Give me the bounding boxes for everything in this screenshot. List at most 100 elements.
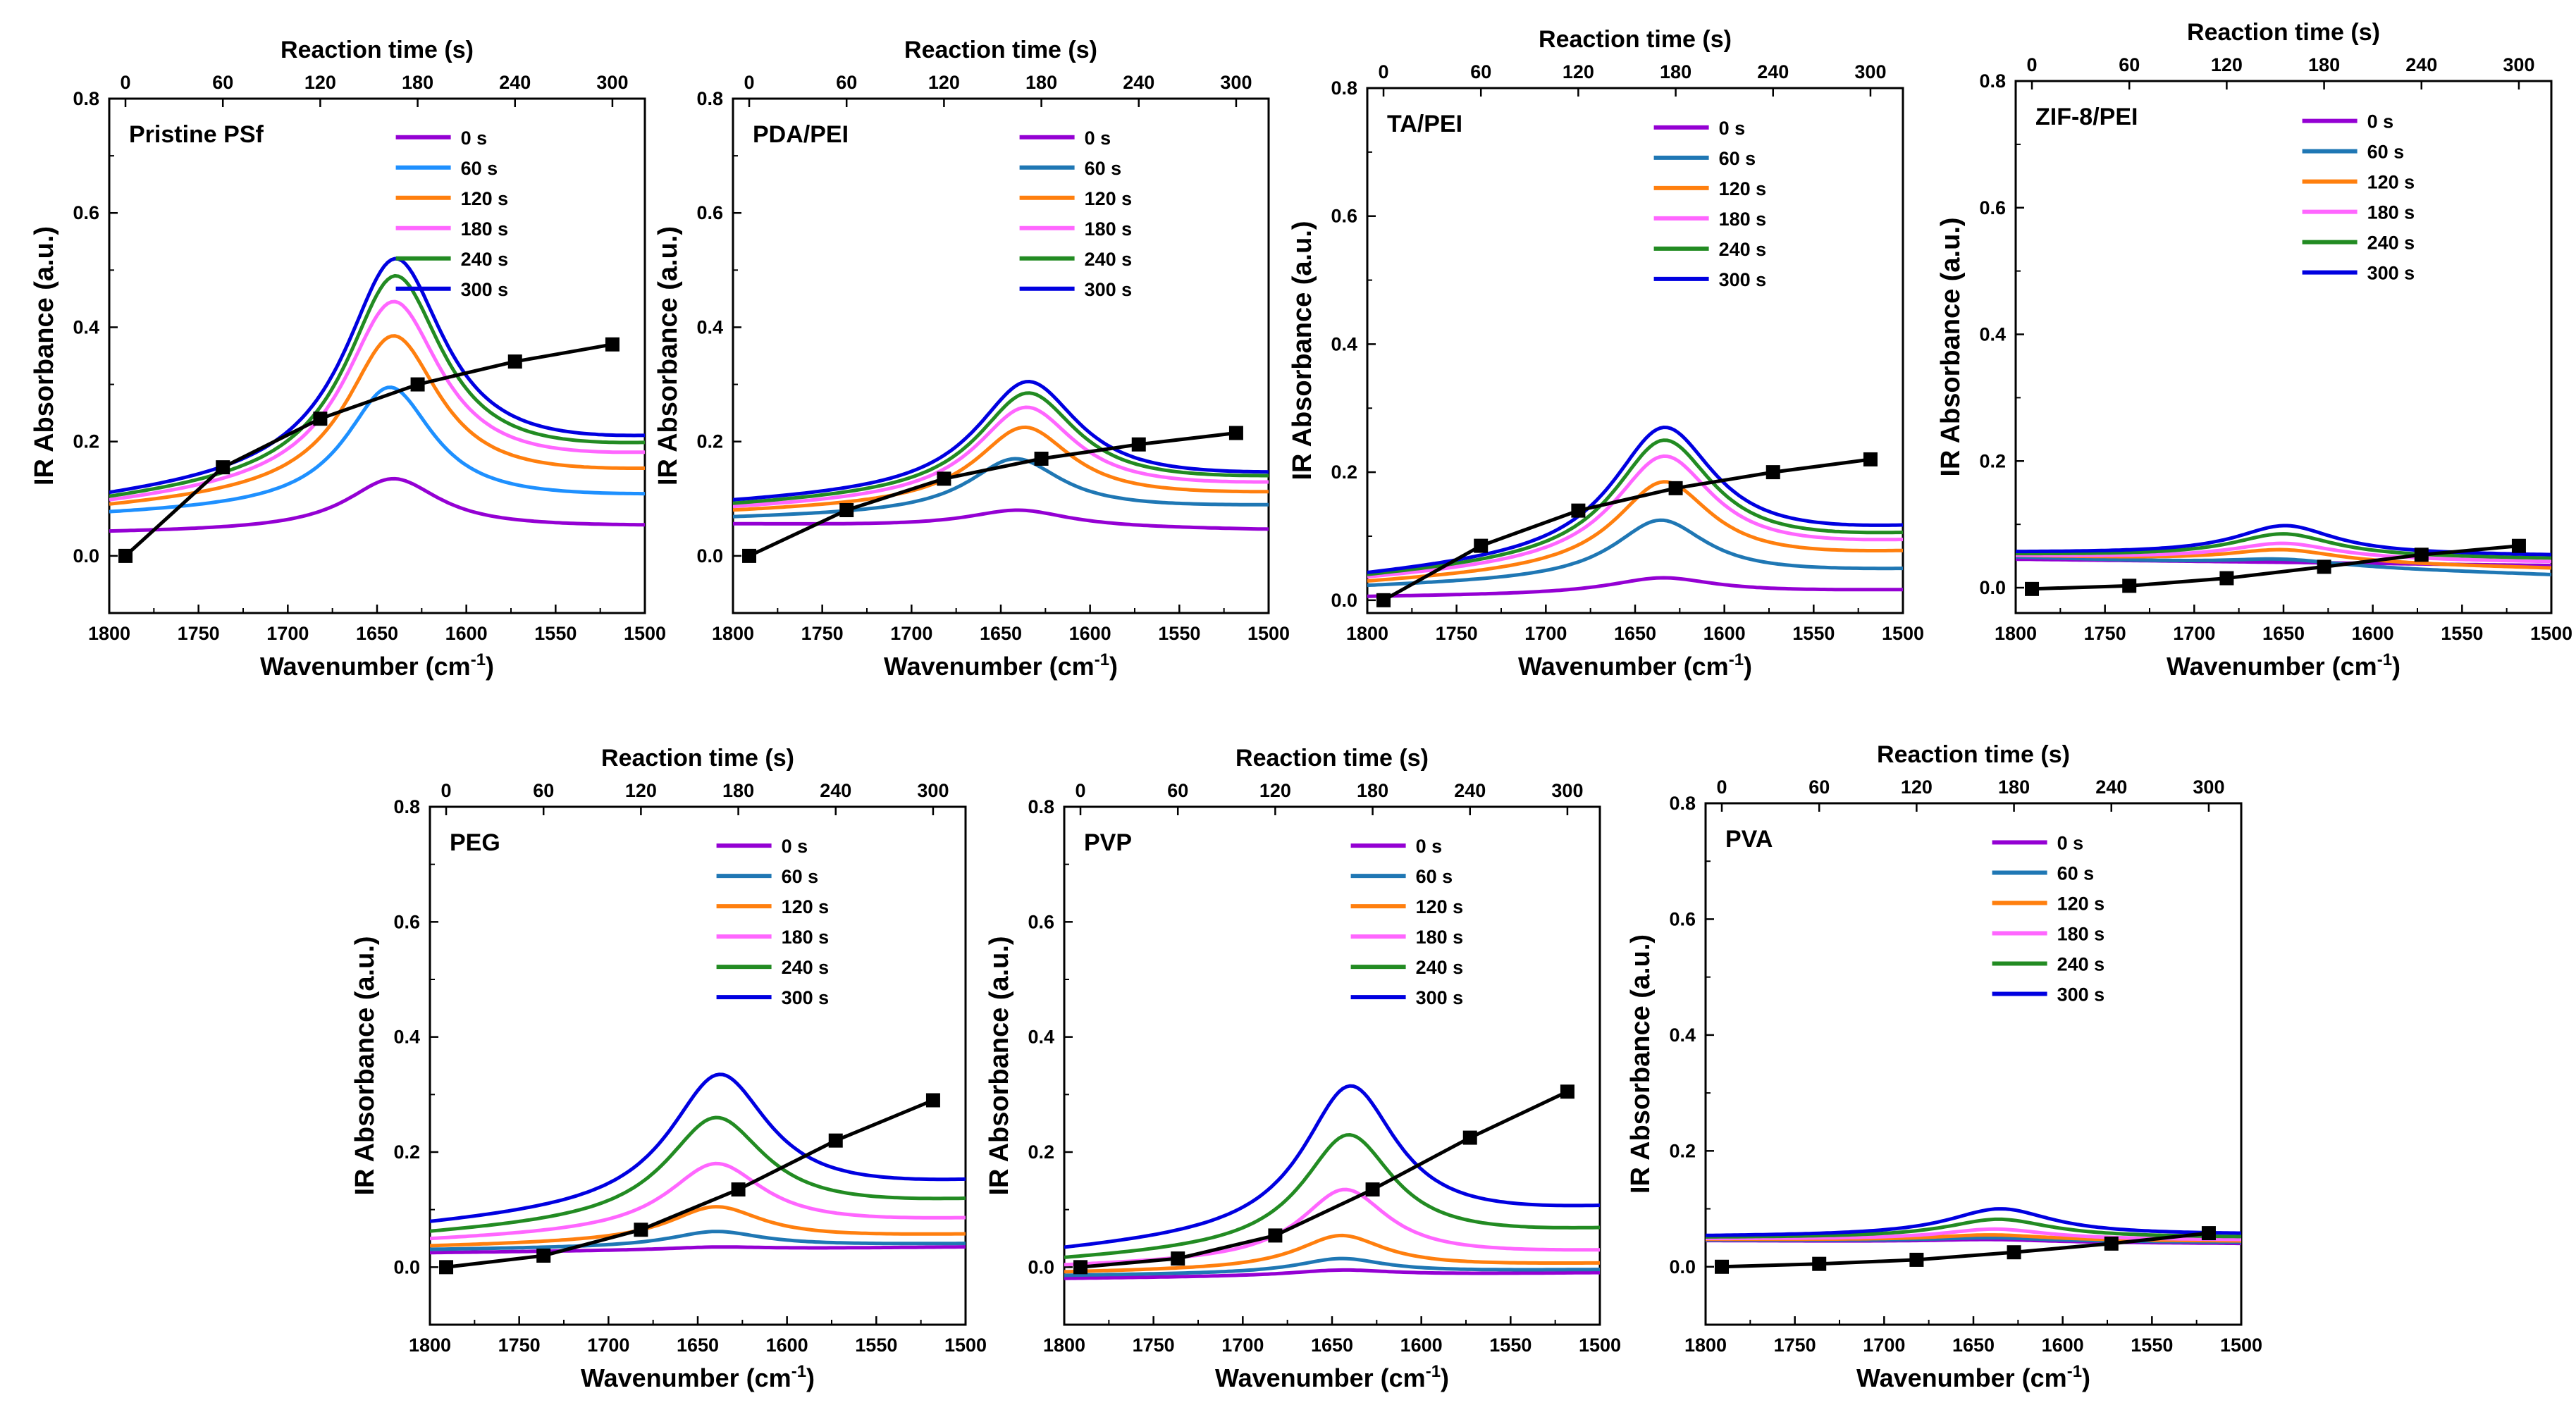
x-tick-label: 1650 [1952, 1335, 1995, 1356]
x-tick-label: 1700 [2173, 623, 2215, 644]
panel-pvp: 1800 1750 1700 1650 1600 1550 15000.00.20.40.6… [985, 745, 1621, 1392]
y-tick-label: 0.8 [696, 88, 723, 109]
y-tick-label: 0.8 [393, 796, 420, 817]
x2-tick-label: 0 [744, 72, 755, 93]
x2-tick-label: 120 [1563, 61, 1594, 82]
x2-tick-label: 180 [722, 780, 754, 801]
series-line-240s [109, 273, 645, 498]
x2-tick-label: 60 [2119, 54, 2140, 75]
panel-pristine-psf: 1800 1750 1700 1650 1600 1550 15000.00.20.40.6… [30, 37, 666, 681]
y-tick-label: 0.2 [1669, 1140, 1696, 1161]
y-tick-label: 0.4 [1979, 324, 2006, 345]
x-tick-label: 1600 [1400, 1335, 1443, 1356]
x-tick-label: 1800 [409, 1335, 451, 1356]
x-tick-label: 1600 [2042, 1335, 2084, 1356]
x-tick-label: 1750 [1774, 1335, 1816, 1356]
plot-frame [1063, 805, 1601, 1326]
x-tick-label: 1550 [1489, 1335, 1532, 1356]
x-tick-label: 1700 [1863, 1335, 1905, 1356]
x-tick-label: 1500 [1579, 1335, 1621, 1356]
legend-label: 60 s [782, 866, 819, 887]
x-axis-title: Wavenumber (cm-1) [1856, 1362, 2090, 1392]
reaction-marker [1131, 437, 1146, 452]
y-tick-label: 0.6 [393, 911, 420, 932]
reaction-trend-line [1080, 1090, 1568, 1269]
legend-label: 240 s [1719, 239, 1767, 260]
x-tick-label: 1500 [2530, 623, 2572, 644]
series-line-300s [1064, 1084, 1600, 1249]
plot-frame [108, 97, 646, 614]
reaction-trend-line [1721, 1231, 2210, 1269]
x2-tick-label: 0 [1717, 776, 1727, 798]
x2-tick-label: 60 [836, 72, 857, 93]
panel-peg: 1800 1750 1700 1650 1600 1550 15000.00.20.40.6… [350, 745, 987, 1392]
y-tick-label: 0.2 [1028, 1141, 1054, 1163]
x-axis-title-text: Wavenumber (cm [1215, 1363, 1426, 1392]
series-line-120s [1367, 480, 1903, 583]
x2-tick-label: 120 [928, 72, 960, 93]
y-tick-label: 0.6 [1669, 908, 1696, 929]
reaction-marker [507, 354, 522, 369]
x-tick-label: 1550 [2131, 1335, 2173, 1356]
reaction-trend-line [2031, 544, 2520, 591]
legend-label: 60 s [1416, 866, 1453, 887]
panel-label: TA/PEI [1387, 111, 1462, 137]
y-tick-label: 0.0 [1669, 1256, 1696, 1277]
legend-label: 240 s [461, 249, 509, 270]
reaction-marker [1073, 1260, 1088, 1275]
series-line-240s [1064, 1132, 1600, 1259]
legend-label: 0 s [2367, 111, 2394, 132]
x-tick-label: 1650 [1311, 1335, 1353, 1356]
series-line-240s [1367, 438, 1903, 576]
reaction-marker [1365, 1182, 1380, 1197]
x-axis-title-close: ) [2392, 652, 2401, 681]
x2-tick-label: 120 [1259, 780, 1291, 801]
legend-label: 300 s [2367, 263, 2415, 284]
x2-tick-label: 240 [2095, 776, 2127, 798]
x-tick-label: 1500 [944, 1335, 987, 1356]
x-tick-label: 1600 [1703, 623, 1746, 644]
series-line-180s [2016, 541, 2551, 564]
x-tick-label: 1600 [445, 623, 488, 644]
reaction-marker [1228, 426, 1243, 440]
reaction-marker [1668, 481, 1683, 495]
reaction-marker [2104, 1236, 2119, 1251]
series-line-120s [733, 425, 1269, 512]
reaction-marker [2201, 1226, 2216, 1241]
x2-axis-title: Reaction time (s) [2187, 19, 2380, 46]
x-tick-label: 1700 [1524, 623, 1567, 644]
x2-tick-label: 120 [625, 780, 657, 801]
y-tick-label: 0.0 [1028, 1256, 1054, 1277]
reaction-marker [1462, 1130, 1477, 1145]
x-axis-title-close: ) [1441, 1363, 1449, 1392]
legend-label: 180 s [1719, 209, 1767, 230]
reaction-marker [937, 471, 951, 486]
y-tick-label: 0.2 [393, 1141, 420, 1163]
x2-tick-label: 0 [441, 780, 452, 801]
y-axis-title: IR Absorbance (a.u.) [1626, 934, 1656, 1194]
y-axis-title: IR Absorbance (a.u.) [1288, 221, 1317, 480]
x-tick-label: 1650 [2262, 623, 2305, 644]
legend-label: 180 s [1085, 218, 1133, 240]
x2-axis-title: Reaction time (s) [281, 37, 474, 63]
legend-label: 0 s [1085, 128, 1111, 149]
y-tick-label: 0.4 [73, 316, 99, 338]
x2-tick-label: 240 [820, 780, 851, 801]
legend-label: 120 s [1416, 896, 1464, 917]
legend-label: 60 s [1085, 158, 1122, 179]
series-line-180s [733, 405, 1269, 509]
x2-tick-label: 300 [2193, 776, 2224, 798]
x2-tick-label: 180 [1660, 61, 1691, 82]
x2-tick-label: 300 [1551, 780, 1583, 801]
y-axis-title: IR Absorbance (a.u.) [1936, 217, 1966, 476]
x2-axis-title: Reaction time (s) [1235, 745, 1429, 772]
x-tick-label: 1550 [1158, 623, 1200, 644]
x-tick-label: 1700 [1221, 1335, 1264, 1356]
y-tick-label: 0.4 [1669, 1025, 1696, 1046]
series-line-60s [733, 457, 1269, 519]
legend-label: 300 s [1085, 279, 1133, 300]
x2-tick-label: 180 [1357, 780, 1388, 801]
panel-label: PVA [1725, 826, 1773, 853]
x-axis-title-sup: -1 [791, 1362, 806, 1381]
x2-tick-label: 60 [1470, 61, 1491, 82]
